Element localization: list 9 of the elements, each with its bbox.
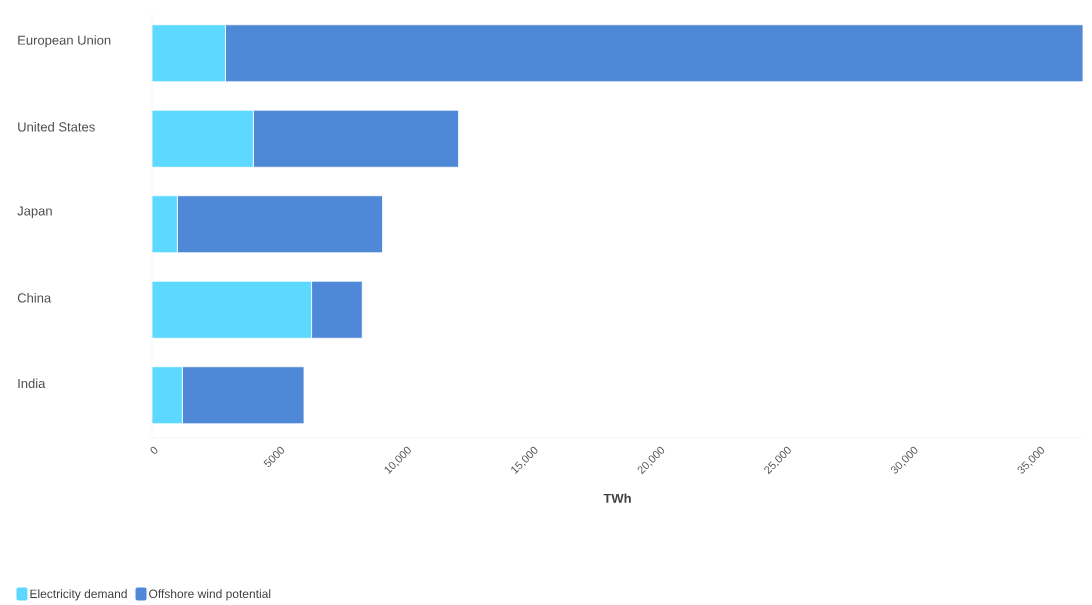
x-axis-title: TWh <box>603 493 631 503</box>
y-tick-label: European Union <box>18 35 111 48</box>
x-tick-label: 0 <box>150 446 158 454</box>
legend-label: Electricity demand <box>30 589 127 601</box>
y-tick-label: Japan <box>17 206 52 219</box>
y-tick-label: United States <box>18 121 95 132</box>
legend-label: Offshore wind potential <box>149 589 271 601</box>
y-tick-label: China <box>17 292 52 303</box>
y-tick-label: India <box>18 378 46 389</box>
